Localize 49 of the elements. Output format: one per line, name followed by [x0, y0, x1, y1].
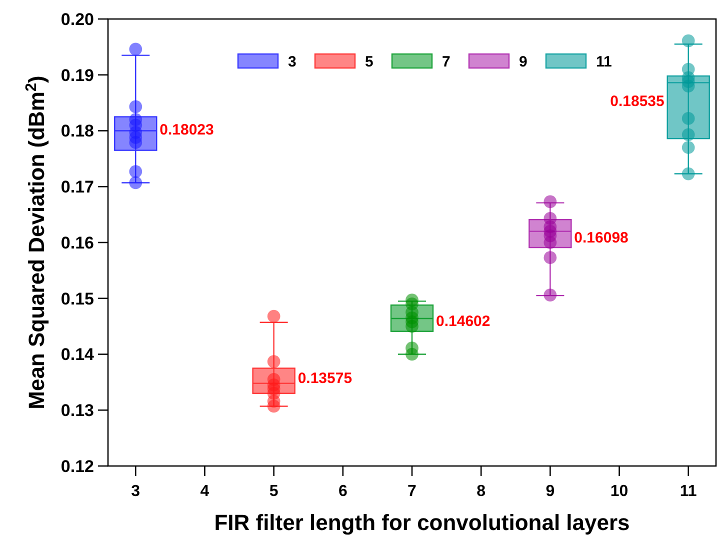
- y-tick-label: 0.14: [60, 345, 95, 364]
- point: [129, 176, 142, 190]
- legend-label: 11: [596, 53, 612, 70]
- x-tick-label: 11: [680, 483, 697, 500]
- point: [544, 251, 557, 264]
- point: [267, 310, 280, 323]
- x-tick-label: 10: [610, 483, 628, 500]
- point: [406, 348, 418, 361]
- y-tick-label: 0.15: [60, 289, 94, 308]
- y-tick-label: 0.18: [60, 122, 94, 141]
- x-tick-label: 5: [269, 483, 278, 500]
- point: [682, 112, 695, 125]
- y-tick-label: 0.13: [60, 401, 94, 420]
- x-tick-label: 3: [131, 483, 140, 500]
- y-tick-label: 0.12: [60, 456, 94, 476]
- point: [406, 320, 418, 333]
- legend-label: 9: [519, 53, 528, 70]
- point: [682, 167, 695, 180]
- point: [544, 195, 557, 208]
- annotation: 0.16098: [574, 229, 628, 246]
- annotation: 0.18535: [610, 93, 664, 110]
- x-axis-title: FIR filter length for convolutional layers: [214, 510, 630, 535]
- annotation: 0.13575: [298, 370, 352, 388]
- y-tick-label: 0.20: [60, 10, 94, 29]
- point: [682, 34, 695, 48]
- legend-label: 5: [365, 53, 374, 70]
- annotation: 0.18023: [160, 122, 214, 139]
- point: [129, 42, 142, 56]
- point: [129, 100, 142, 114]
- x-tick-label: 9: [546, 483, 555, 500]
- point: [544, 288, 557, 302]
- legend-label: 3: [288, 53, 296, 70]
- x-tick-label: 4: [200, 483, 210, 500]
- point: [682, 128, 695, 142]
- y-tick-label: 0.19: [60, 66, 94, 85]
- point: [682, 80, 695, 92]
- x-tick-label: 8: [476, 483, 486, 500]
- y-tick-label: 0.17: [60, 178, 94, 197]
- point: [544, 236, 557, 249]
- point: [267, 400, 280, 413]
- point: [267, 355, 280, 368]
- point: [682, 141, 695, 154]
- x-tick-label: 6: [338, 483, 348, 500]
- point: [129, 165, 142, 178]
- point: [129, 136, 142, 149]
- legend-label: 7: [442, 53, 450, 70]
- x-tick-label: 7: [408, 483, 417, 500]
- y-tick-label: 0.16: [60, 233, 94, 252]
- annotation: 0.14602: [436, 312, 490, 330]
